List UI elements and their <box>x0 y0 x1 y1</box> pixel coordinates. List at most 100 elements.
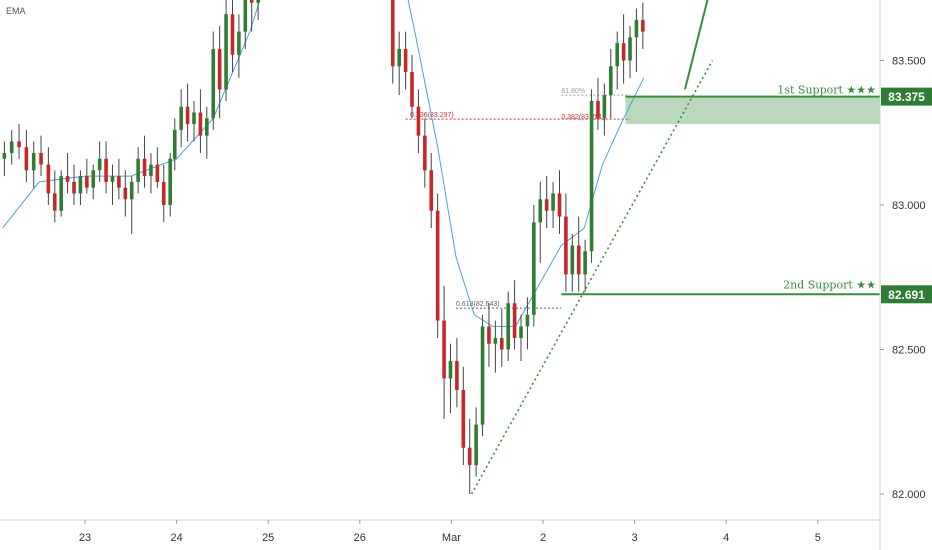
candle-body <box>249 0 254 3</box>
candle-body <box>24 147 29 171</box>
candle-body <box>615 43 619 67</box>
candle-body <box>570 245 575 275</box>
candle-body <box>2 152 7 159</box>
candle-body <box>110 176 115 182</box>
candle-body <box>499 337 504 350</box>
candle-body <box>85 176 89 188</box>
indicator-label: EMA <box>6 6 26 16</box>
level-price-text: 82.691 <box>888 288 925 302</box>
price-levels: 2nd Resistance ★★84.9511st Resistance ★★… <box>561 84 932 304</box>
candle-body <box>525 314 530 327</box>
candle-body <box>161 181 166 205</box>
candle-body <box>91 170 96 188</box>
candle-body <box>39 152 43 165</box>
candle-body <box>237 31 241 55</box>
candle-body <box>179 106 183 130</box>
candle-body <box>243 0 248 32</box>
candle-body <box>9 141 14 153</box>
candle-body <box>435 210 440 321</box>
candle-body <box>589 100 594 252</box>
candle-body <box>532 222 536 315</box>
x-tick-label: 24 <box>170 532 182 544</box>
candle-body <box>256 0 260 3</box>
candle-body <box>97 158 102 171</box>
candle-body <box>117 176 121 188</box>
candle-body <box>474 424 478 466</box>
trend-drawings <box>470 0 714 495</box>
candle-body <box>506 303 510 350</box>
candle-body <box>211 48 216 119</box>
candle-body <box>423 135 427 171</box>
y-tick-label: 82.000 <box>892 489 926 501</box>
candle-body <box>564 216 568 275</box>
level-price-tag <box>881 87 932 106</box>
candle-body <box>403 48 408 73</box>
candle-body <box>397 48 401 67</box>
candle-body <box>429 170 434 211</box>
candle-body <box>65 176 70 182</box>
level-price-text: 83.375 <box>888 90 925 104</box>
candle-body <box>634 20 639 38</box>
fib-label: 0.382(83.291) <box>561 114 605 121</box>
candle-body <box>628 37 632 61</box>
candle-body <box>168 158 172 205</box>
candle-body <box>544 199 549 211</box>
fibonacci-overlay: 161.80%0.236(83.297)0.382(83.291)61.80%0… <box>405 88 631 309</box>
candle-body <box>72 181 76 194</box>
candle-body <box>142 158 147 177</box>
candle-body <box>551 193 555 211</box>
candle-body <box>467 447 472 466</box>
candle-body <box>487 326 491 344</box>
candle-body <box>230 14 235 55</box>
candle-body <box>78 176 83 194</box>
candles-series <box>2 0 645 494</box>
candle-body <box>621 43 626 61</box>
candle-body <box>596 100 600 119</box>
candle-body <box>17 141 21 148</box>
projection-arrow-shaft <box>684 0 709 90</box>
candle-body <box>172 129 177 159</box>
fib-label: 61.80% <box>561 88 585 95</box>
candle-body <box>641 20 645 32</box>
candle-body <box>129 181 134 200</box>
candle-body <box>149 164 153 177</box>
candle-body <box>519 326 523 338</box>
candle-body <box>155 164 160 182</box>
x-tick-label: 26 <box>354 532 366 544</box>
y-tick-label: 83.000 <box>892 200 926 212</box>
x-tick-label: 3 <box>632 532 638 544</box>
candle-body <box>512 303 517 338</box>
candle-body <box>461 389 466 448</box>
candle-body <box>104 158 108 182</box>
candle-body <box>416 106 421 136</box>
candle-body <box>557 193 562 217</box>
x-tick-label: 5 <box>815 532 821 544</box>
candle-body <box>224 14 228 90</box>
candle-body <box>442 320 446 379</box>
x-tick-label: 23 <box>79 532 91 544</box>
candle-body <box>390 0 395 67</box>
fib-label: 0.236(83.297) <box>410 112 454 119</box>
candle-body <box>576 245 581 275</box>
candle-body <box>31 152 36 171</box>
level-zone <box>625 96 880 125</box>
x-tick-label: 25 <box>262 532 274 544</box>
x-tick-label: Mar <box>442 532 461 544</box>
level-zones <box>625 96 880 125</box>
x-tick-label: 4 <box>723 532 729 544</box>
level-name: 2nd Support ★★ <box>783 278 876 291</box>
candle-body <box>46 164 51 194</box>
x-tick-label: 2 <box>540 532 546 544</box>
candle-body <box>52 193 57 211</box>
y-tick-label: 82.500 <box>892 345 926 357</box>
candle-body <box>538 199 543 223</box>
candle-body <box>217 48 222 90</box>
fib-label: 0.618(82.643) <box>456 301 500 308</box>
candle-body <box>205 118 209 136</box>
level-name: 1st Support ★★★ <box>777 84 876 97</box>
candle-body <box>136 158 140 182</box>
candle-body <box>123 187 128 200</box>
candle-body <box>583 251 587 275</box>
candle-body <box>480 326 485 425</box>
